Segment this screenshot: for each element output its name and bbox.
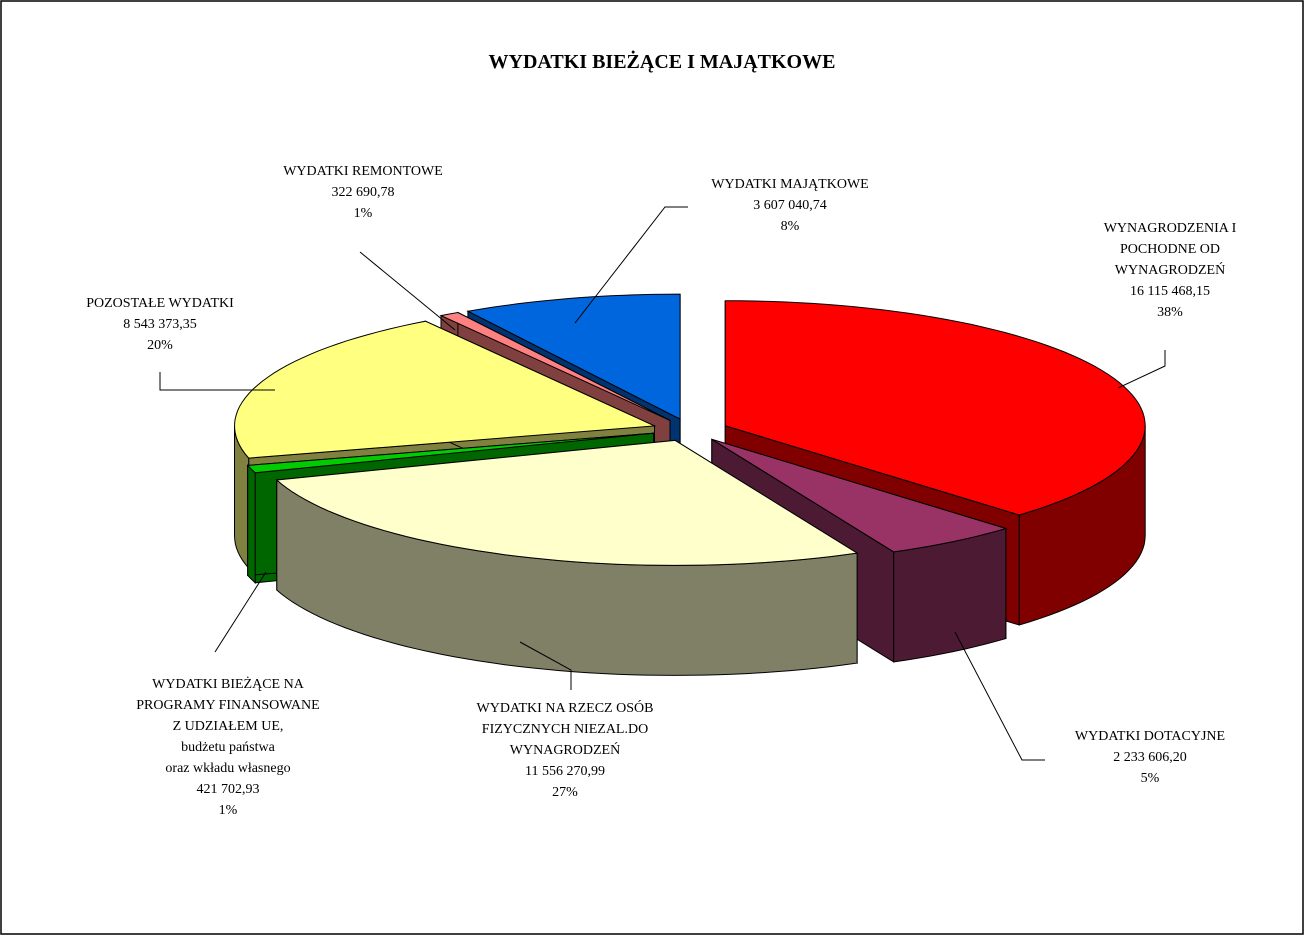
data-label: WYDATKI DOTACYJNE	[1075, 729, 1225, 744]
data-label: oraz wkładu własnego	[165, 761, 290, 776]
data-label: WYDATKI BIEŻĄCE NA	[152, 676, 305, 692]
leader-line	[214, 571, 267, 653]
leader-line	[359, 251, 456, 331]
data-label: 322 690,78	[332, 185, 395, 200]
data-label: WYDATKI NA RZECZ OSÓB	[477, 699, 654, 716]
data-label: 1%	[354, 206, 373, 221]
slice-top	[234, 320, 657, 459]
data-label: 11 556 270,99	[525, 764, 605, 779]
data-label: budżetu państwa	[181, 740, 275, 755]
data-label: 8%	[781, 219, 800, 234]
data-label: 2 233 606,20	[1113, 750, 1187, 765]
data-label: WYNAGRODZENIA I	[1104, 221, 1237, 236]
slice-top	[275, 439, 859, 566]
data-label: 421 702,93	[197, 782, 260, 797]
chart-title: WYDATKI BIEŻĄCE I MAJĄTKOWE	[489, 49, 836, 73]
data-label: WYNAGRODZEŃ	[510, 741, 620, 758]
slice-top	[466, 293, 681, 420]
slice-wall	[247, 464, 256, 584]
slice-top	[724, 300, 1146, 516]
data-label: 38%	[1157, 305, 1183, 320]
data-label: FIZYCZNYCH NIEZAL.DO	[482, 722, 648, 737]
data-label: 1%	[219, 803, 238, 818]
slice-top	[246, 432, 654, 474]
data-label: WYDATKI MAJĄTKOWE	[711, 177, 868, 192]
data-label: WYNAGRODZEŃ	[1115, 261, 1225, 278]
data-label: WYDATKI REMONTOWE	[283, 164, 443, 179]
data-label: 16 115 468,15	[1130, 284, 1210, 299]
data-label: 5%	[1141, 771, 1160, 786]
slice-top	[711, 438, 1008, 553]
slice	[275, 439, 859, 676]
leader-line	[954, 631, 1045, 761]
data-label: 20%	[147, 338, 173, 353]
data-label: POZOSTAŁE WYDATKI	[86, 296, 234, 311]
data-label: PROGRAMY FINANSOWANE	[136, 698, 319, 713]
leader-line	[1117, 350, 1166, 389]
data-label: Z UDZIAŁEM UE,	[173, 719, 284, 734]
leader-line	[519, 641, 572, 690]
leader-line	[159, 372, 275, 391]
data-label: 8 543 373,35	[123, 317, 197, 332]
data-label: 27%	[552, 785, 578, 800]
slice-top	[439, 311, 671, 421]
leader-line	[574, 206, 688, 324]
data-label: 3 607 040,74	[753, 198, 827, 213]
data-label: POCHODNE OD	[1120, 242, 1220, 257]
